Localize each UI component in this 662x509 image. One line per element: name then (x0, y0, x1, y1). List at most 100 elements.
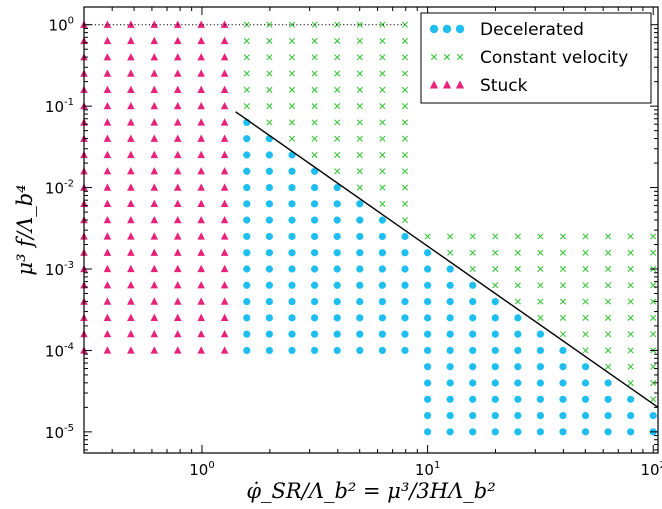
stuck-point (150, 101, 159, 110)
stuck-point (103, 167, 112, 175)
stuck-point (103, 264, 112, 273)
constant-velocity-point (537, 282, 544, 289)
constant-velocity-point (266, 21, 273, 28)
decelerated-point (446, 346, 454, 355)
decelerated-point (356, 200, 364, 208)
stuck-point (127, 346, 135, 354)
decelerated-point (378, 232, 386, 241)
constant-velocity-point (492, 249, 499, 256)
constant-velocity-point (582, 331, 589, 338)
constant-velocity-point (582, 249, 589, 256)
decelerated-point (581, 363, 590, 371)
constant-velocity-point (243, 103, 250, 110)
decelerated-point (491, 330, 499, 338)
constant-velocity-point (627, 298, 634, 305)
stuck-point (197, 167, 205, 175)
decelerated-point (491, 363, 499, 371)
constant-velocity-point (401, 200, 409, 207)
decelerated-point (559, 395, 567, 403)
constant-velocity-point (379, 135, 386, 142)
constant-velocity-point (266, 54, 273, 61)
constant-velocity-point (627, 249, 634, 256)
stuck-point (173, 150, 182, 159)
constant-velocity-point (401, 54, 409, 61)
stuck-point (150, 20, 159, 28)
stuck-point (173, 53, 182, 61)
stuck-point (173, 101, 182, 110)
decelerated-point (536, 330, 545, 338)
constant-velocity-point (243, 37, 250, 45)
stuck-point (173, 248, 182, 256)
constant-velocity-point (650, 314, 657, 321)
stuck-point (127, 118, 135, 126)
stuck-point (220, 313, 229, 322)
constant-velocity-point (243, 86, 250, 93)
stuck-point (127, 232, 135, 240)
constant-velocity-point (627, 282, 634, 289)
stuck-point (103, 85, 112, 94)
constant-velocity-point (605, 347, 612, 354)
constant-velocity-point (537, 298, 544, 305)
constant-velocity-point (605, 249, 612, 256)
legend-label: Decelerated (480, 20, 584, 40)
constant-velocity-point (334, 103, 341, 110)
decelerated-point (265, 330, 273, 338)
stuck-point (220, 167, 229, 175)
constant-velocity-point (537, 233, 544, 240)
stuck-point (103, 36, 112, 45)
decelerated-point (649, 411, 657, 420)
stuck-point (197, 118, 205, 126)
decelerated-point (491, 411, 499, 420)
constant-velocity-point (559, 298, 567, 305)
decelerated-point (378, 265, 386, 273)
stuck-point (197, 69, 205, 77)
decelerated-point (265, 314, 273, 322)
y-axis-label: μ³ f/Λ_b⁴ (13, 184, 37, 275)
stuck-point (220, 118, 229, 126)
decelerated-point (265, 249, 273, 257)
decelerated-point (401, 249, 409, 257)
legend-marker-triangle (455, 80, 465, 89)
decelerated-point (491, 379, 499, 387)
decelerated-point (446, 395, 454, 403)
stuck-point (220, 248, 229, 256)
stuck-point (150, 346, 159, 354)
stuck-point (150, 183, 159, 191)
x-tick-label: 102 (640, 460, 662, 479)
decelerated-point (423, 314, 432, 322)
constant-velocity-point (356, 54, 363, 61)
decelerated-point (356, 281, 364, 289)
decelerated-point (243, 183, 251, 192)
constant-velocity-point (650, 396, 657, 403)
constant-velocity-point (469, 249, 476, 256)
decelerated-point (514, 314, 522, 322)
decelerated-point (536, 363, 545, 371)
decelerated-point (310, 265, 319, 273)
decelerated-point (514, 428, 522, 436)
reference-lines (84, 24, 659, 408)
stuck-point (150, 36, 159, 45)
constant-velocity-point (288, 86, 296, 93)
stuck-point (127, 134, 135, 142)
stuck-point (150, 264, 159, 273)
legend-marker-x (443, 53, 451, 61)
constant-velocity-point (650, 298, 657, 305)
decelerated-point (288, 265, 296, 273)
legend-marker-circle (442, 24, 452, 34)
constant-velocity-point (401, 103, 409, 110)
decelerated-point (469, 428, 477, 436)
decelerated-point (265, 281, 273, 289)
y-tick-label: 100 (49, 16, 74, 35)
x-axis-label: φ̇_SR/Λ_b² = μ³/3HΛ_b² (246, 479, 495, 503)
stuck-point (127, 183, 135, 191)
constant-velocity-point (266, 37, 273, 45)
decelerated-point (581, 428, 590, 436)
constant-velocity-point (401, 37, 409, 45)
decelerated-point (288, 216, 296, 224)
decelerated-point (378, 281, 386, 289)
stuck-point (197, 215, 205, 224)
decelerated-point (469, 363, 477, 371)
constant-velocity-point (311, 37, 318, 45)
y-tick-label: 10-4 (45, 341, 74, 360)
